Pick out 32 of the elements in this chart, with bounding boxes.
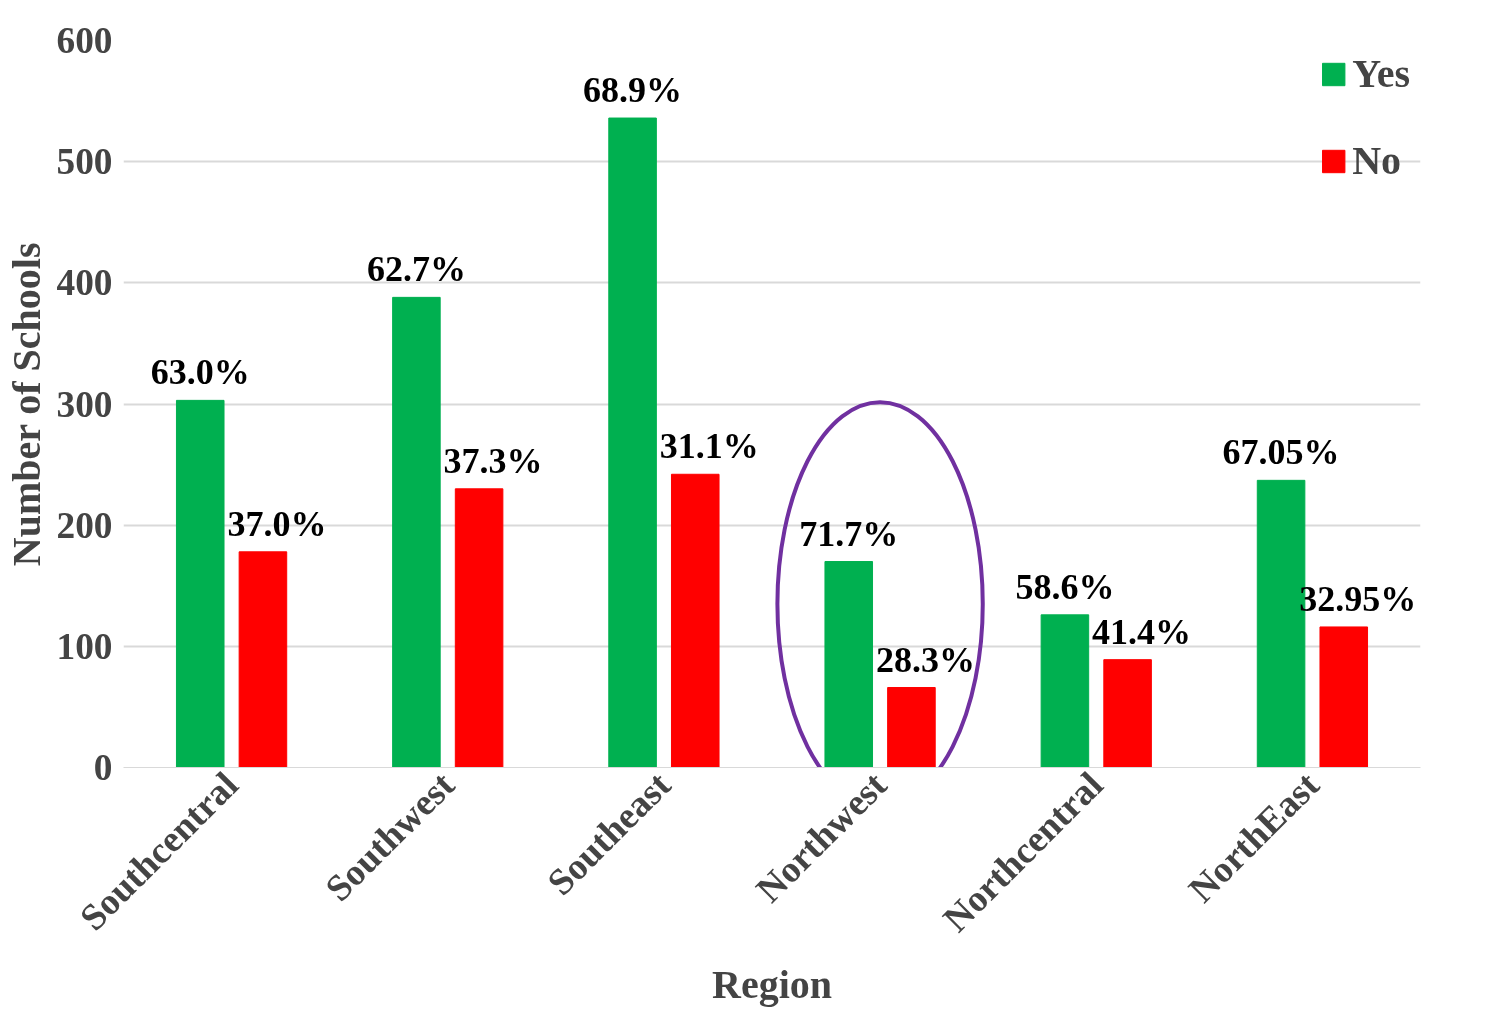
x-axis-title: Region bbox=[712, 962, 832, 1008]
bar bbox=[670, 473, 720, 768]
bar bbox=[238, 551, 288, 768]
annotation: 58.6% bbox=[1015, 566, 1115, 607]
y-axis-title: Number of Schools bbox=[3, 242, 49, 567]
annotation: 62.7% bbox=[366, 249, 466, 290]
annotation: 37.0% bbox=[227, 503, 327, 544]
legend-label: Yes bbox=[1352, 50, 1410, 97]
annotation: 71.7% bbox=[799, 513, 899, 554]
y-tick-label: 400 bbox=[56, 262, 113, 304]
bar bbox=[392, 296, 441, 768]
y-tick-label: 600 bbox=[56, 20, 113, 61]
bar bbox=[175, 399, 225, 768]
bar bbox=[608, 117, 657, 768]
y-tick-label: 300 bbox=[56, 383, 113, 425]
annotation: 68.9% bbox=[583, 70, 683, 111]
legend-label: No bbox=[1352, 137, 1402, 184]
annotation: 37.3% bbox=[443, 440, 543, 481]
y-tick-label: 100 bbox=[56, 625, 113, 667]
bar bbox=[454, 488, 504, 768]
bar bbox=[824, 561, 874, 768]
annotation: 28.3% bbox=[875, 639, 975, 680]
bar bbox=[887, 687, 936, 768]
y-tick-label: 200 bbox=[56, 504, 113, 546]
bar bbox=[1040, 614, 1090, 768]
annotation: 63.0% bbox=[150, 352, 250, 393]
annotation: 31.1% bbox=[659, 426, 759, 467]
bar bbox=[1319, 626, 1369, 768]
bar bbox=[1103, 659, 1152, 768]
annotation: 67.05% bbox=[1222, 432, 1340, 473]
annotation: 41.4% bbox=[1092, 611, 1192, 652]
y-tick-label: 500 bbox=[56, 141, 113, 183]
